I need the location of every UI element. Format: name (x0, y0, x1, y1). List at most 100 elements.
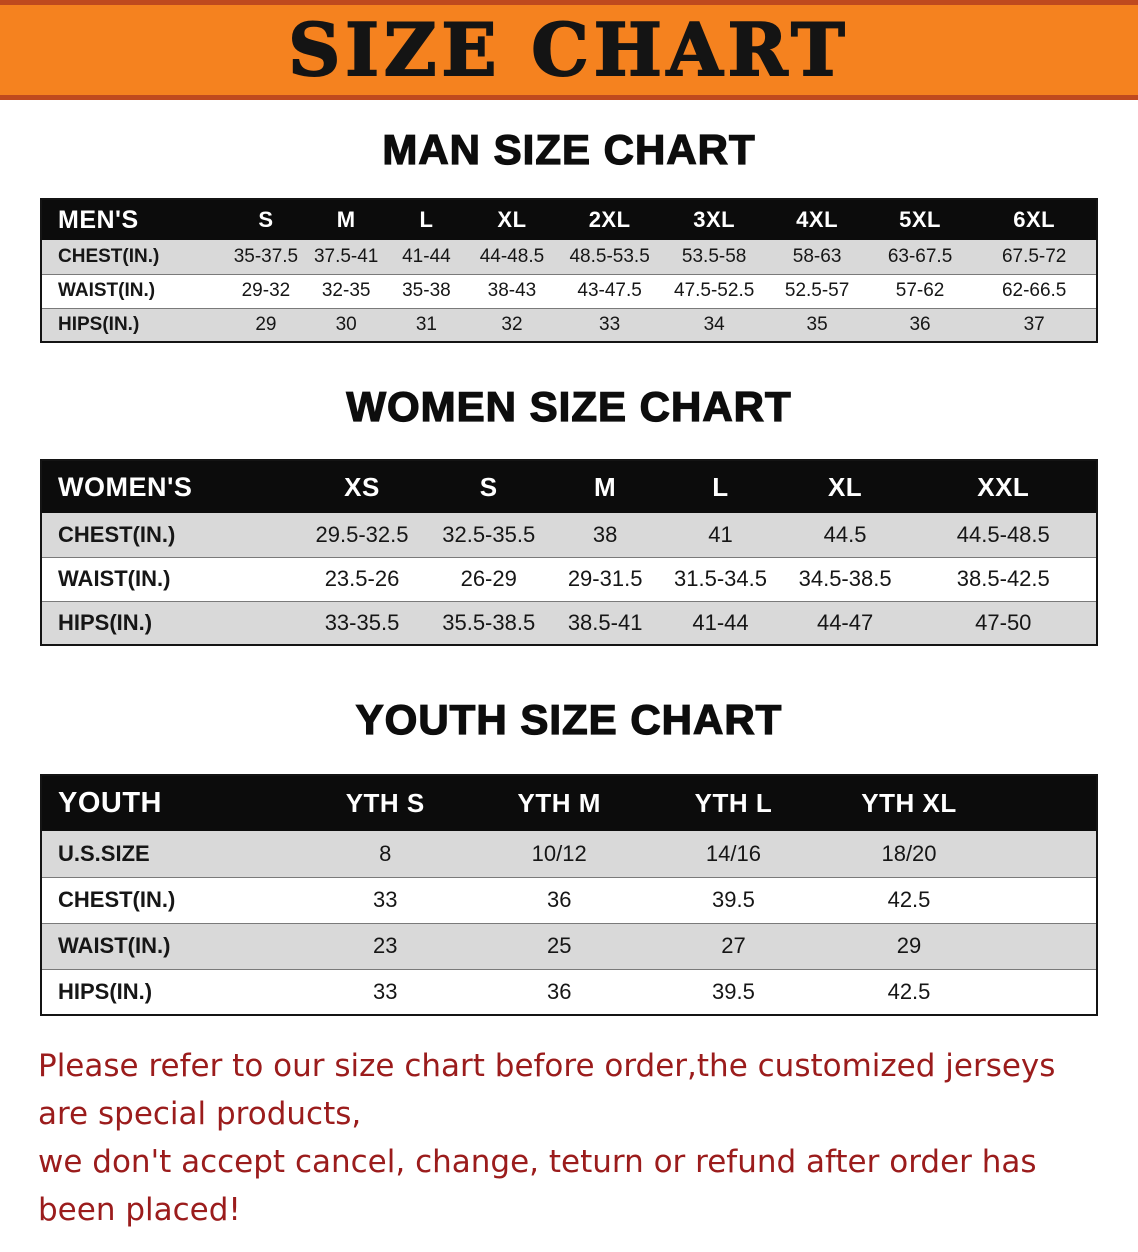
size-column-header: S (428, 460, 549, 513)
table-header-row: MEN'S S M L XL 2XL 3XL 4XL 5XL 6XL (41, 199, 1097, 240)
size-value-cell: 36 (909, 313, 931, 335)
size-value-cell: 30 (335, 313, 357, 335)
table-row: WAIST(IN.) 29-32 32-35 35-38 38-43 43-47.5 47.… (41, 274, 1097, 308)
size-value-cell: 29 (255, 313, 277, 335)
size-column-header: XL (466, 199, 558, 240)
size-value-cell: 57-62 (895, 280, 945, 301)
size-value-cell: 31 (415, 313, 437, 335)
row-label: WAIST(IN.) (58, 280, 156, 301)
size-value-cell: 33 (373, 887, 398, 912)
size-column-header: 6XL (972, 199, 1097, 240)
footer-note-line2: we don't accept cancel, change, teturn o… (38, 1144, 1037, 1229)
size-value-cell: 29 (896, 933, 922, 958)
women-section-heading: WOMEN SIZE CHART (346, 382, 792, 430)
size-value-cell: 42.5 (887, 887, 931, 912)
size-value-cell: 18/20 (881, 840, 937, 866)
size-value-cell: 58-63 (792, 245, 842, 267)
size-value-cell: 31.5-34.5 (674, 566, 767, 591)
size-value-cell: 62-66.5 (1001, 280, 1067, 301)
size-value-cell: 42.5 (887, 978, 931, 1004)
size-column-header: XL (779, 460, 911, 513)
row-label: HIPS(IN.) (58, 609, 153, 635)
size-column-header: 3XL (661, 199, 767, 240)
size-value-cell: 38.5-42.5 (956, 566, 1050, 591)
row-label: WAIST(IN.) (58, 566, 171, 591)
size-value-cell: 38.5-41 (567, 609, 643, 635)
table-row: HIPS(IN.) 33 36 39.5 42.5 (41, 969, 1097, 1015)
size-value-cell: 36 (546, 887, 572, 912)
footer-note-line1: Please refer to our size chart before or… (38, 1048, 1056, 1133)
size-column-header: L (661, 460, 780, 513)
youth-size-table: YOUTH YTH S YTH M YTH L YTH XL U.S.SIZE 8 10/12… (40, 774, 1098, 1016)
size-value-cell: 33 (373, 978, 398, 1004)
table-header-row: YOUTH YTH S YTH M YTH L YTH XL (41, 775, 1097, 831)
size-value-cell: 39.5 (712, 978, 755, 1004)
footer-note: Please refer to our size chart before or… (38, 1042, 1100, 1234)
women-size-section: WOMEN SIZE CHART WOMEN'S XS S M L XL XXL CHEST(… (0, 382, 1138, 646)
table-row: HIPS(IN.) 29 30 31 32 33 34 35 36 37 (41, 308, 1097, 342)
size-value-cell: 35.5-38.5 (442, 609, 536, 635)
size-value-cell: 47-50 (975, 609, 1032, 635)
size-value-cell: 63-67.5 (887, 245, 953, 267)
size-value-cell: 8 (379, 840, 392, 866)
size-column-header: YTH L (646, 775, 821, 831)
size-value-cell: 39.5 (712, 887, 755, 912)
size-value-cell: 23 (373, 933, 398, 958)
size-value-cell: 36 (546, 978, 572, 1004)
size-value-cell: 34.5-38.5 (798, 566, 892, 591)
table-header-row: WOMEN'S XS S M L XL XXL (41, 460, 1097, 513)
size-value-cell: 43-47.5 (577, 280, 642, 301)
size-value-cell: 33-35.5 (324, 609, 400, 635)
size-column-header: S (225, 199, 307, 240)
table-row: CHEST(IN.) 29.5-32.5 32.5-35.5 38 41 44.5 44.5… (41, 513, 1097, 557)
table-row: CHEST(IN.) 33 36 39.5 42.5 (41, 877, 1097, 923)
table-row: HIPS(IN.) 33-35.5 35.5-38.5 38.5-41 41-44 44-… (41, 601, 1097, 645)
size-value-cell: 32.5-35.5 (442, 521, 536, 547)
youth-size-section: YOUTH SIZE CHART YOUTH YTH S YTH M YTH L YTH… (0, 695, 1138, 1016)
size-value-cell (997, 969, 1097, 1015)
row-label: CHEST(IN.) (58, 245, 160, 267)
youth-section-heading: YOUTH SIZE CHART (355, 695, 783, 743)
size-column-header: YTH S (298, 775, 473, 831)
table-row: U.S.SIZE 8 10/12 14/16 18/20 (41, 831, 1097, 877)
row-label: U.S.SIZE (58, 840, 150, 866)
size-value-cell: 44-47 (816, 609, 874, 635)
size-value-cell: 32-35 (321, 280, 371, 301)
size-column-header (997, 775, 1097, 831)
size-value-cell: 25 (546, 933, 572, 958)
size-value-cell: 29.5-32.5 (315, 521, 409, 547)
size-value-cell: 23.5-26 (324, 566, 400, 591)
size-value-cell: 44-48.5 (479, 245, 545, 267)
size-value-cell: 14/16 (705, 840, 761, 866)
size-value-cell: 29-32 (241, 280, 291, 301)
size-value-cell: 37.5-41 (313, 245, 379, 267)
size-value-cell: 10/12 (531, 840, 587, 866)
size-value-cell: 34 (703, 313, 725, 335)
men-size-section: MAN SIZE CHART MEN'S S M L XL 2XL 3XL 4XL 5XL 6XL… (0, 125, 1138, 343)
size-value-cell: 38 (592, 521, 618, 547)
men-section-heading: MAN SIZE CHART (382, 125, 756, 173)
size-value-cell (997, 831, 1097, 877)
row-label: CHEST(IN.) (58, 521, 176, 547)
size-value-cell: 27 (721, 933, 746, 958)
size-value-cell: 32 (501, 313, 523, 335)
size-column-header: M (306, 199, 387, 240)
size-column-header: 2XL (557, 199, 662, 240)
size-column-header: YTH XL (820, 775, 998, 831)
size-value-cell: 33 (599, 313, 621, 335)
size-value-cell: 26-29 (460, 566, 517, 591)
table-title-cell: YOUTH (41, 775, 299, 831)
size-value-cell (997, 877, 1097, 923)
size-value-cell: 41 (708, 521, 733, 547)
size-value-cell: 44.5 (823, 521, 867, 547)
size-value-cell: 41-44 (692, 609, 749, 635)
size-column-header: L (386, 199, 467, 240)
size-value-cell: 41-44 (402, 245, 451, 267)
row-label: WAIST(IN.) (58, 933, 171, 958)
table-title-cell: WOMEN'S (41, 460, 296, 513)
size-value-cell: 52.5-57 (784, 280, 850, 301)
size-value-cell: 48.5-53.5 (569, 245, 650, 267)
size-column-header: YTH M (472, 775, 647, 831)
size-value-cell (997, 923, 1097, 969)
table-title-cell: MEN'S (41, 199, 226, 240)
